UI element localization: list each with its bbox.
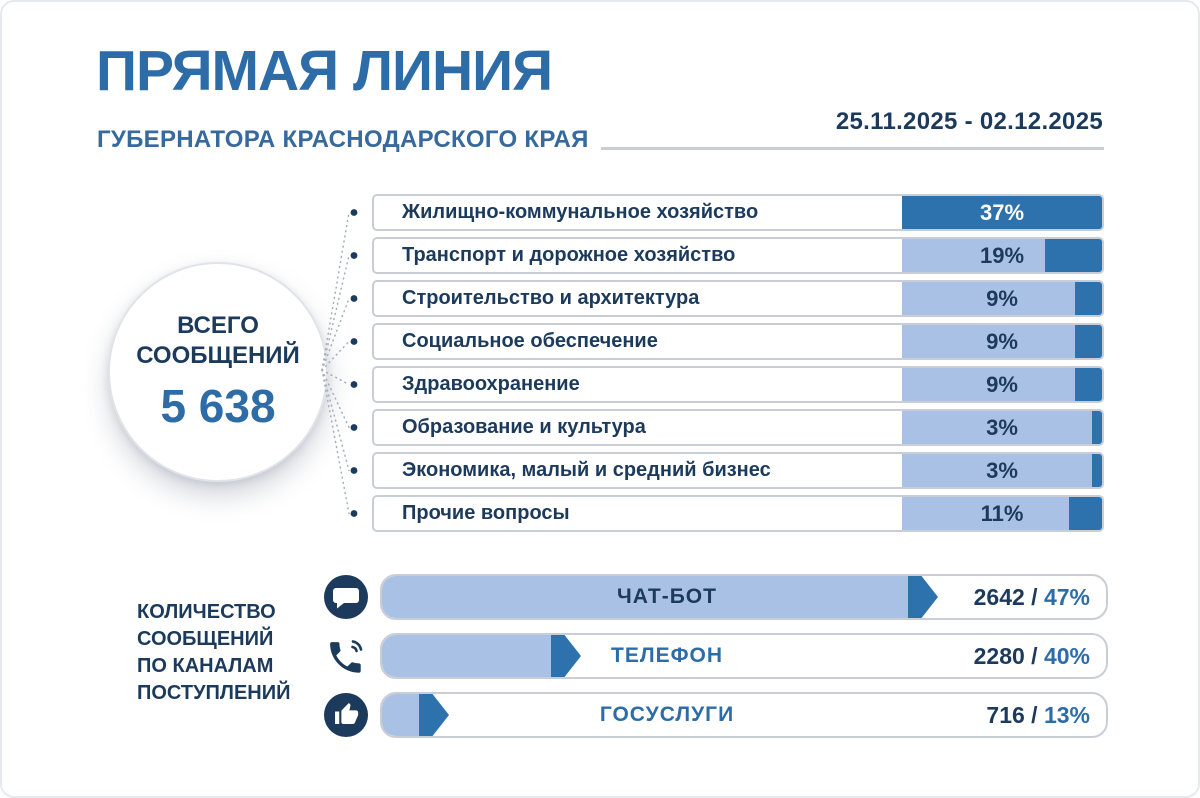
- topic-percent: 9%: [986, 372, 1018, 397]
- topic-row: Жилищно-коммунальное хозяйство 37%: [372, 194, 1104, 231]
- topic-label: Здравоохранение: [402, 373, 580, 395]
- topic-bar-fill: [1092, 454, 1102, 487]
- topic-bar-track: [902, 497, 1102, 530]
- topic-label: Жилищно-коммунальное хозяйство: [402, 201, 759, 223]
- topic-row: Строительство и архитектура 9%: [372, 280, 1104, 317]
- topic-label: Строительство и архитектура: [402, 287, 700, 309]
- caption-line: КОЛИЧЕСТВО: [137, 601, 276, 623]
- channel-percent: 13%: [1043, 701, 1090, 728]
- topic-percent: 3%: [986, 458, 1018, 483]
- topic-bar-fill: [902, 196, 1102, 229]
- topics-chart: Жилищно-коммунальное хозяйство 37% Транспо…: [372, 194, 1104, 538]
- connector-line: [321, 340, 350, 371]
- connector-dot: [350, 467, 358, 474]
- channel-bar-fill: [382, 576, 909, 618]
- topic-percent: 37%: [979, 200, 1025, 225]
- topic-row: Прочие вопросы 11%: [372, 495, 1104, 532]
- connector-dot: [350, 209, 358, 216]
- topic-percent: 9%: [986, 329, 1018, 354]
- channel-percent: 40%: [1043, 642, 1090, 669]
- topic-bar-track: [902, 454, 1102, 487]
- channel-row: ЧАТ-БОТ 2642 / 47%: [322, 574, 1108, 620]
- connector-line: [321, 369, 350, 472]
- channel-values: 2280 / 40%: [974, 635, 1090, 677]
- channel-count: 2280: [973, 642, 1025, 669]
- connector-line: [321, 211, 350, 371]
- subtitle-row: ГУБЕРНАТОРА КРАСНОДАРСКОГО КРАЯ: [97, 126, 1104, 154]
- channel-label: ЧАТ-БОТ: [617, 585, 717, 608]
- date-range: 25.11.2025 - 02.12.2025: [835, 108, 1103, 135]
- topic-bar-fill: [1045, 239, 1102, 272]
- channel-label: ГОСУСЛУГИ: [599, 703, 735, 726]
- topic-bar-track: [902, 325, 1102, 358]
- channel-slash: /: [1024, 642, 1044, 669]
- topic-label: Экономика, малый и средний бизнес: [402, 459, 771, 481]
- channel-bar-fill: [382, 694, 420, 736]
- topic-label: Прочие вопросы: [402, 502, 570, 524]
- topic-bar-fill: [1092, 411, 1102, 444]
- channel-slash: /: [1024, 701, 1044, 728]
- topic-row: Здравоохранение 9%: [372, 366, 1104, 403]
- phone-icon: [322, 632, 370, 680]
- page-subtitle: ГУБЕРНАТОРА КРАСНОДАРСКОГО КРАЯ: [97, 126, 589, 153]
- connector-dot: [350, 424, 358, 431]
- channel-bar-fill: [382, 635, 552, 677]
- connector-line: [321, 369, 350, 515]
- total-messages-value: 5 638: [160, 380, 276, 432]
- topic-percent: 9%: [986, 286, 1018, 311]
- total-messages-badge: ВСЕГО СООБЩЕНИЙ 5 638: [108, 262, 328, 482]
- topic-label: Образование и культура: [402, 416, 646, 438]
- channel-row: ТЕЛЕФОН 2280 / 40%: [322, 633, 1108, 679]
- channels-chart: ЧАТ-БОТ 2642 / 47% ТЕЛЕФОН 2280 / 40% ГОСУ…: [322, 574, 1108, 751]
- topic-row: Транспорт и дорожное хозяйство 19%: [372, 237, 1104, 274]
- channel-bar-track: ЧАТ-БОТ 2642 / 47%: [380, 574, 1108, 620]
- channel-values: 2642 / 47%: [974, 576, 1090, 618]
- caption-line: ПОСТУПЛЕНИЙ: [137, 682, 291, 704]
- caption-line: СООБЩЕНИЙ: [137, 628, 274, 650]
- topic-bar-track: [902, 368, 1102, 401]
- channel-values: 716 / 13%: [986, 694, 1090, 736]
- connector-line: [321, 297, 350, 371]
- channel-bar-track: ГОСУСЛУГИ 716 / 13%: [380, 692, 1108, 738]
- channel-percent: 47%: [1043, 583, 1090, 610]
- channel-label: ТЕЛЕФОН: [611, 644, 723, 667]
- connector-dot: [350, 381, 358, 388]
- topic-bar-fill: [1069, 497, 1102, 530]
- connector-lines: [321, 209, 358, 517]
- thumbs-up-icon: [322, 691, 370, 739]
- topic-label: Социальное обеспечение: [402, 330, 658, 352]
- connector-line: [321, 369, 350, 429]
- channels-caption: КОЛИЧЕСТВО СООБЩЕНИЙ ПО КАНАЛАМ ПОСТУПЛЕ…: [137, 599, 290, 707]
- channel-count: 2642: [973, 583, 1025, 610]
- total-label-line: СООБЩЕНИЙ: [136, 342, 300, 369]
- topic-percent: 11%: [980, 501, 1024, 526]
- topic-bar-fill: [1075, 325, 1102, 358]
- connector-dot: [350, 338, 358, 345]
- caption-line: ПО КАНАЛАМ: [137, 655, 274, 677]
- total-label-line: ВСЕГО: [177, 312, 259, 339]
- connector-dot: [350, 510, 358, 517]
- connector-dot: [350, 295, 358, 302]
- page-title: ПРЯМАЯ ЛИНИЯ: [96, 39, 553, 103]
- topic-percent: 19%: [979, 243, 1025, 268]
- connector-dot: [350, 252, 358, 259]
- topic-bar-fill: [1075, 368, 1102, 401]
- channel-slash: /: [1024, 583, 1044, 610]
- channel-row: ГОСУСЛУГИ 716 / 13%: [322, 692, 1108, 738]
- channel-bar-track: ТЕЛЕФОН 2280 / 40%: [380, 633, 1108, 679]
- channel-count: 716: [986, 701, 1025, 728]
- topic-bar-track: [902, 282, 1102, 315]
- connector-line: [321, 254, 350, 371]
- connector-line: [321, 369, 350, 386]
- chat-bubble-icon: [322, 573, 370, 621]
- topic-percent: 3%: [986, 415, 1018, 440]
- topic-row: Образование и культура 3%: [372, 409, 1104, 446]
- topic-row: Экономика, малый и средний бизнес 3%: [372, 452, 1104, 489]
- topic-bar-fill: [1075, 282, 1102, 315]
- topic-row: Социальное обеспечение 9%: [372, 323, 1104, 360]
- header-divider: [600, 147, 1104, 150]
- topic-label: Транспорт и дорожное хозяйство: [402, 244, 736, 266]
- topic-bar-track: [902, 411, 1102, 444]
